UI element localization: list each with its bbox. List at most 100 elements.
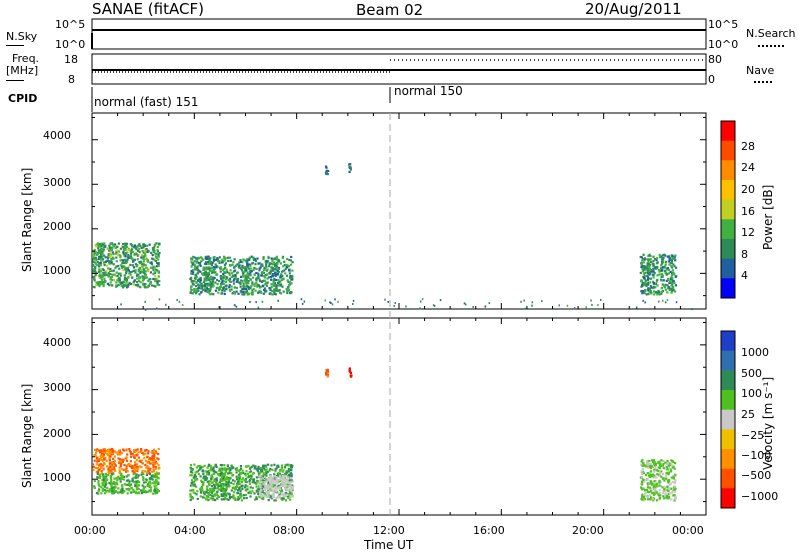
velocity-pixel [190, 469, 193, 472]
power-pixel [102, 246, 105, 249]
velocity-pixel [273, 488, 276, 491]
velocity-pixel [115, 451, 118, 454]
power-pixel [267, 257, 270, 260]
power-pixel [216, 273, 219, 276]
velocity-pixel [278, 485, 281, 488]
velocity-pixel [153, 474, 156, 477]
power-pixel [129, 263, 132, 267]
power-pixel [208, 278, 211, 282]
velocity-pixel [656, 482, 659, 485]
velocity-pixel [640, 463, 643, 466]
velocity-pixel [641, 495, 644, 498]
power-pixel [285, 263, 288, 266]
velocity-pixel [130, 455, 133, 458]
velocity-pixel [259, 487, 262, 490]
power-pixel [659, 256, 662, 259]
velocity-pixel [273, 473, 276, 476]
power-pixel [132, 266, 136, 269]
velocity-pixel [134, 484, 137, 487]
power-pixel [218, 260, 221, 263]
xtick-4: 16:00 [473, 524, 505, 537]
power-pixel [143, 276, 146, 279]
velocity-pixel [223, 474, 227, 477]
velocity-pixel [191, 497, 194, 500]
velocity-pixel [119, 471, 122, 474]
velocity-pixel [651, 473, 654, 476]
velocity-pixel [140, 450, 143, 453]
power-pixel [213, 256, 216, 259]
velocity-pixel [643, 498, 646, 501]
velocity-pixel [101, 489, 104, 492]
power-pixel [287, 269, 291, 272]
velocity-pixel [225, 485, 228, 488]
power-pixel [94, 256, 97, 259]
velocity-pixel [267, 484, 270, 487]
power-pixel [325, 169, 328, 172]
velocity-pixel [204, 470, 208, 473]
velocity-pixel [674, 473, 677, 476]
velocity-pixel [147, 450, 150, 453]
power-pixel [265, 269, 268, 272]
power-pixel [107, 257, 110, 260]
velocity-pixel [109, 469, 112, 472]
velocity-pixel [252, 478, 256, 481]
power-pixel [191, 269, 194, 272]
velocity-pixel [128, 484, 131, 487]
power-pixel [135, 246, 138, 249]
velocity-pixel [135, 486, 138, 489]
velocity-pixel [238, 483, 241, 486]
power-pixel [94, 243, 97, 246]
power-pixel [597, 304, 599, 307]
velocity-pixel [219, 484, 223, 487]
velocity-pixel [664, 485, 667, 489]
velocity-pixel [211, 498, 214, 501]
velocity-pixel [144, 449, 147, 452]
velocity-pixel [656, 473, 659, 476]
velocity-pixel [145, 478, 148, 481]
velocity-pixel [264, 475, 267, 478]
velocity-pixel [144, 452, 147, 455]
power-cbar-swatch [721, 199, 735, 220]
velocity-pixel [195, 466, 198, 469]
velocity-pixel [141, 492, 144, 495]
velocity-pixel [280, 464, 284, 467]
velocity-pixel [278, 478, 281, 481]
power-pixel [266, 268, 269, 271]
velocity-pixel [246, 485, 249, 488]
power-pixel [463, 302, 466, 305]
velocity-pixel [288, 481, 291, 484]
power-pixel [242, 290, 245, 293]
power-pixel [104, 280, 107, 283]
velocity-pixel [290, 486, 293, 489]
velocity-pixel [141, 484, 144, 487]
power-pixel [660, 272, 663, 275]
velocity-pixel [670, 476, 673, 479]
velocity-pixel [230, 481, 233, 484]
power-pixel [222, 268, 225, 272]
power-pixel [272, 268, 275, 271]
velocity-pixel [206, 470, 209, 473]
velocity-pixel [662, 495, 665, 498]
velocity-pixel [267, 496, 270, 499]
velocity-pixel [222, 489, 225, 492]
power-pixel [654, 291, 658, 294]
power-pixel [600, 299, 602, 301]
velocity-pixel [153, 455, 156, 458]
power-pixel [661, 262, 664, 265]
velocity-pixel [218, 467, 221, 470]
velocity-pixel [194, 478, 197, 481]
velocity-pixel [271, 468, 274, 471]
power-pixel [247, 293, 250, 296]
velocity-pixel [153, 462, 156, 465]
velocity-pixel [135, 449, 138, 452]
power-pixel [573, 307, 576, 310]
freq-tick-top: 18 [64, 53, 78, 66]
power-pixel [154, 278, 157, 281]
power-pixel [531, 304, 533, 307]
velocity-pixel [640, 460, 643, 463]
power-pixel [104, 256, 107, 259]
velocity-pixel [142, 477, 145, 480]
velocity-pixel [249, 492, 252, 495]
velocity-pixel [209, 477, 213, 480]
power-pixel [204, 279, 207, 282]
